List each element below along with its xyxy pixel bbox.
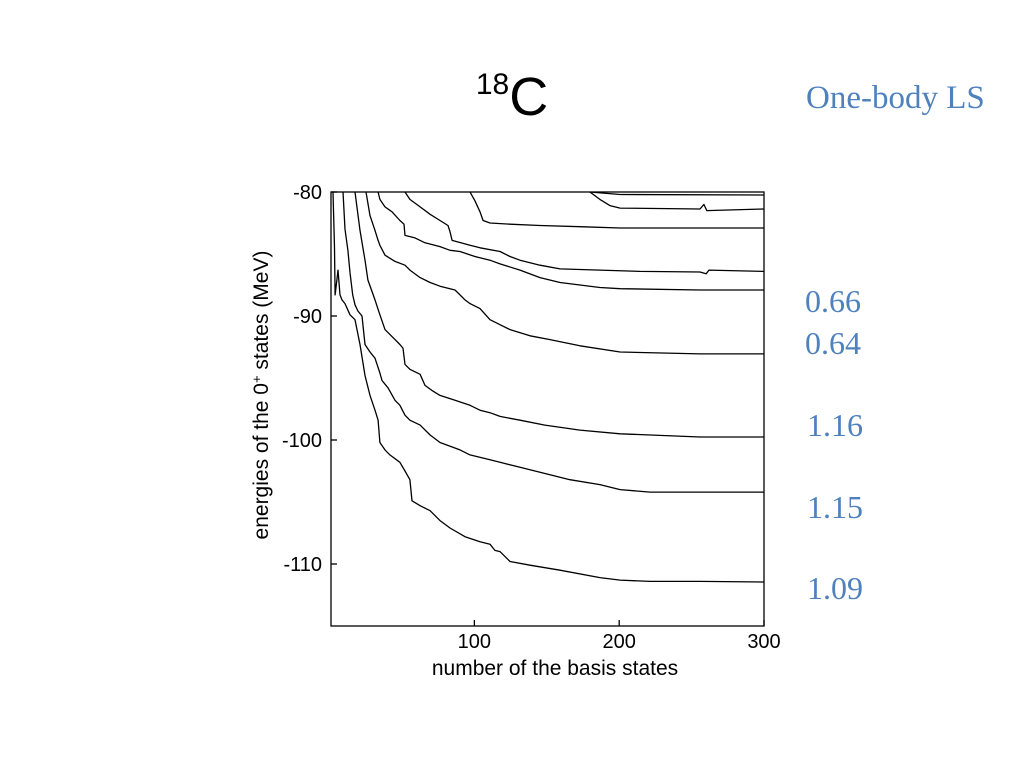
series-line-2: [342, 192, 764, 493]
slide-title: 18C: [476, 67, 548, 127]
y-tick-label: -80: [293, 182, 322, 204]
y-axis-label-main: energies of the 0: [250, 383, 273, 539]
y-tick-label: -110: [283, 554, 322, 576]
series-line-7: [469, 192, 764, 229]
series-line-4: [365, 192, 764, 355]
y-tick-label: -100: [282, 430, 322, 452]
plot-frame: [330, 191, 765, 627]
title-element-symbol: C: [509, 67, 548, 127]
series-group: [332, 192, 764, 583]
series-line-1: [332, 192, 764, 583]
y-axis-label-tail: states (MeV): [250, 251, 273, 376]
annotation-value: 1.16: [807, 407, 863, 443]
chart: -80 -90 -100 -110 100 200 300 number of the ba…: [249, 182, 781, 680]
x-tick-label: 300: [747, 631, 780, 653]
y-tick-label: -90: [293, 306, 322, 328]
y-axis-label: energies of the 0+ states (MeV): [249, 251, 274, 540]
annotation-value: 0.66: [805, 283, 861, 319]
y-axis-label-superscript: +: [249, 375, 264, 383]
title-mass-number: 18: [476, 68, 509, 101]
annotation-value: 1.15: [807, 489, 863, 525]
x-axis-label: number of the basis states: [432, 657, 678, 680]
series-line-3: [354, 192, 764, 438]
series-line-8: [589, 192, 764, 212]
axis-ticks: -80 -90 -100 -110 100 200 300: [282, 182, 781, 653]
series-line-9: [589, 192, 764, 196]
annotation-value: 0.64: [805, 325, 861, 361]
series-line-5: [377, 192, 764, 291]
x-tick-label: 200: [602, 631, 635, 653]
annotation-value: 1.09: [807, 570, 863, 606]
annotation-heading: One-body LS: [806, 80, 985, 116]
x-tick-label: 100: [458, 631, 491, 653]
series-line-6: [404, 192, 764, 275]
